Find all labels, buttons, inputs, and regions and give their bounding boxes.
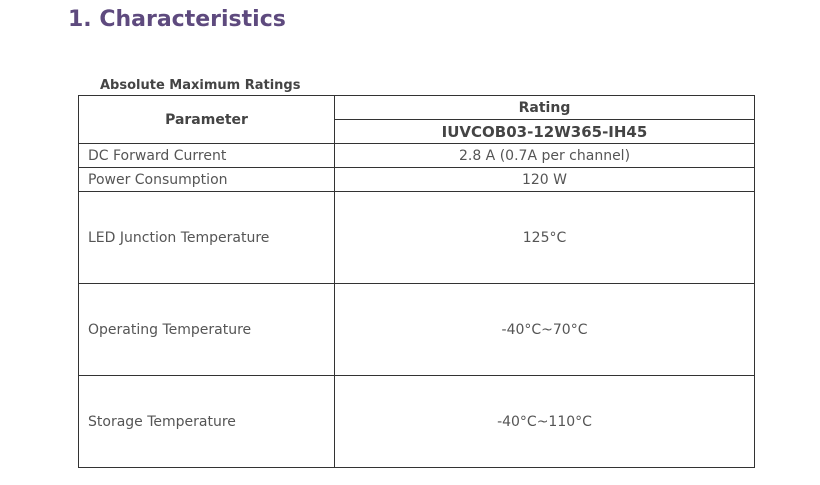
row: Power Consumption 120 W: [78, 167, 755, 192]
cell: DC Forward Current: [78, 143, 335, 168]
header-row: IUVCOB03-12W365-IH45: [79, 119, 755, 144]
cell: Operating Temperature: [78, 283, 335, 376]
header-cell: Parameter: [78, 95, 335, 144]
cell: 2.8 A (0.7A per channel): [334, 143, 755, 168]
section-title: 1. Characteristics: [68, 7, 286, 32]
cell: 120 W: [334, 167, 755, 192]
row: Storage Temperature -40°C~110°C: [78, 375, 755, 468]
cell: Storage Temperature: [78, 375, 335, 468]
cell: -40°C~70°C: [334, 283, 755, 376]
header-cell: Rating: [334, 95, 755, 120]
cell: -40°C~110°C: [334, 375, 755, 468]
row: DC Forward Current 2.8 A (0.7A per chann…: [78, 143, 755, 168]
ratings-table: Parameter Rating IUVCOB03-12W365-IH45 DC…: [78, 95, 755, 468]
row: LED Junction Temperature 125°C: [78, 191, 755, 284]
table-caption: Absolute Maximum Ratings: [100, 78, 301, 93]
cell: Power Consumption: [78, 167, 335, 192]
header-row: Parameter Rating: [78, 95, 755, 144]
cell: LED Junction Temperature: [78, 191, 335, 284]
header-cell: IUVCOB03-12W365-IH45: [334, 119, 755, 144]
row: Operating Temperature -40°C~70°C: [78, 283, 755, 376]
cell: 125°C: [334, 191, 755, 284]
